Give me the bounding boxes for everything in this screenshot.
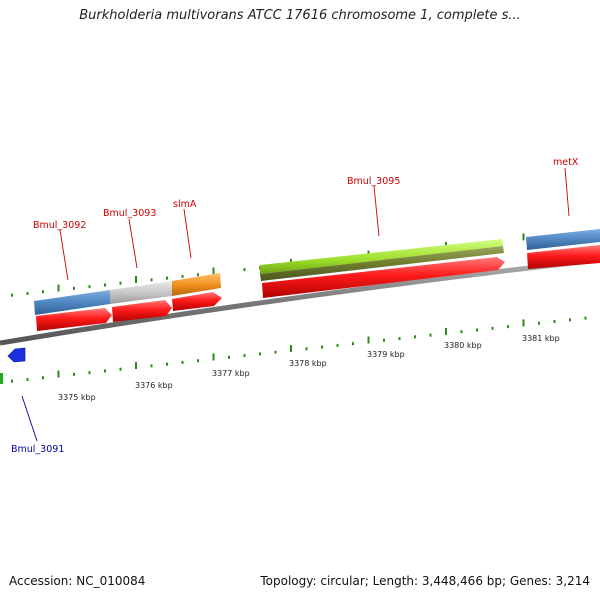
leader-bmul-3092	[59, 229, 69, 281]
map-title: Burkholderia multivorans ATCC 17616 chro…	[79, 8, 521, 23]
gene-label-bmul-3093[interactable]: Bmul_3093	[103, 208, 156, 219]
gene-label-bmul-3092[interactable]: Bmul_3092	[33, 220, 86, 231]
gene-labels: Bmul_3091 Bmul_3092 Bmul_3093 slmA Bmul_…	[11, 157, 579, 455]
feature-bmul-3095-cog-top[interactable]	[260, 239, 503, 274]
feature-bmul-3093-gene[interactable]	[112, 300, 172, 322]
gene-label-bmul-3095[interactable]: Bmul_3095	[347, 176, 400, 187]
leader-bmul-3091	[21, 395, 38, 442]
feature-slma-gene[interactable]	[172, 292, 222, 311]
gene-label-bmul-3091[interactable]: Bmul_3091	[11, 444, 64, 455]
ruler-label-3377: 3377 kbp	[212, 369, 250, 378]
leader-slma	[183, 208, 192, 259]
feature-bmul-3092-cog[interactable]	[34, 290, 110, 315]
gene-label-slma[interactable]: slmA	[173, 199, 197, 210]
feature-green-marker	[0, 373, 3, 384]
ruler-label-3379: 3379 kbp	[367, 350, 405, 359]
label-leader-lines	[21, 167, 570, 442]
ruler-labels: 3375 kbp 3376 kbp 3377 kbp 3378 kbp 3379…	[58, 334, 560, 402]
leader-metx	[564, 167, 570, 217]
feature-bmul-3095-gene[interactable]	[262, 257, 505, 298]
lower-tick-row	[11, 316, 587, 383]
genome-summary-text: Topology: circular; Length: 3,448,466 bp…	[260, 574, 590, 588]
feature-slma-cog[interactable]	[172, 273, 221, 296]
leader-bmul-3093	[128, 218, 138, 269]
ruler-label-3381: 3381 kbp	[522, 334, 560, 343]
ruler-label-3376: 3376 kbp	[135, 381, 173, 390]
accession-text: Accession: NC_010084	[9, 574, 146, 588]
feature-bmul-3091-gene[interactable]	[7, 347, 26, 363]
leader-bmul-3095	[373, 185, 380, 237]
feature-bmul-3092-gene[interactable]	[36, 308, 112, 331]
chromosome-backbone	[0, 257, 600, 346]
gene-label-metx[interactable]: metX	[553, 157, 579, 168]
ruler-label-3378: 3378 kbp	[289, 359, 327, 368]
feature-metx-cog[interactable]	[526, 229, 600, 250]
ruler-label-3380: 3380 kbp	[444, 341, 482, 350]
ruler-label-3375: 3375 kbp	[58, 393, 96, 402]
feature-bmul-3095-cog-bottom[interactable]	[260, 246, 504, 281]
feature-bmul-3093-cog[interactable]	[110, 281, 172, 304]
feature-metx-gene[interactable]	[527, 245, 600, 269]
